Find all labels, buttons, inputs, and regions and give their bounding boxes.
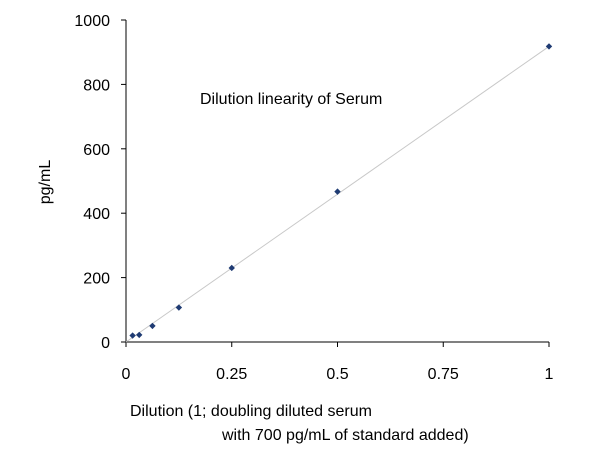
x-ticks: 0 0.25 0.5 0.75 1	[122, 342, 554, 383]
data-points	[129, 43, 553, 339]
x-tick-label: 0.75	[428, 366, 459, 383]
y-tick-label: 600	[83, 142, 110, 159]
x-tick-label: 0	[122, 366, 131, 383]
y-tick-label: 1000	[74, 13, 110, 30]
y-tick-label: 800	[83, 77, 110, 94]
x-tick-label: 0.25	[216, 366, 247, 383]
data-point	[228, 264, 235, 272]
data-point	[334, 188, 341, 195]
data-point	[149, 322, 156, 330]
x-tick-label: 0.5	[326, 366, 348, 383]
axes	[125, 20, 549, 343]
x-axis-title-line-1: Dilution (1; doubling diluted serum	[130, 403, 372, 420]
chart-annotation: Dilution linearity of Serum	[200, 91, 382, 108]
x-axis-title-line-2: with 700 pg/mL of standard added)	[221, 427, 469, 444]
x-tick-label: 1	[545, 366, 554, 383]
y-tick-label: 200	[83, 271, 110, 288]
data-point	[136, 331, 143, 339]
y-ticks: 0 200 400 600 800 1000	[74, 13, 126, 352]
data-point	[129, 332, 136, 339]
data-point	[545, 43, 553, 50]
y-axis-title: pg/mL	[37, 160, 54, 205]
y-tick-label: 400	[83, 206, 110, 223]
data-point	[175, 304, 183, 311]
y-tick-label: 0	[101, 335, 110, 352]
